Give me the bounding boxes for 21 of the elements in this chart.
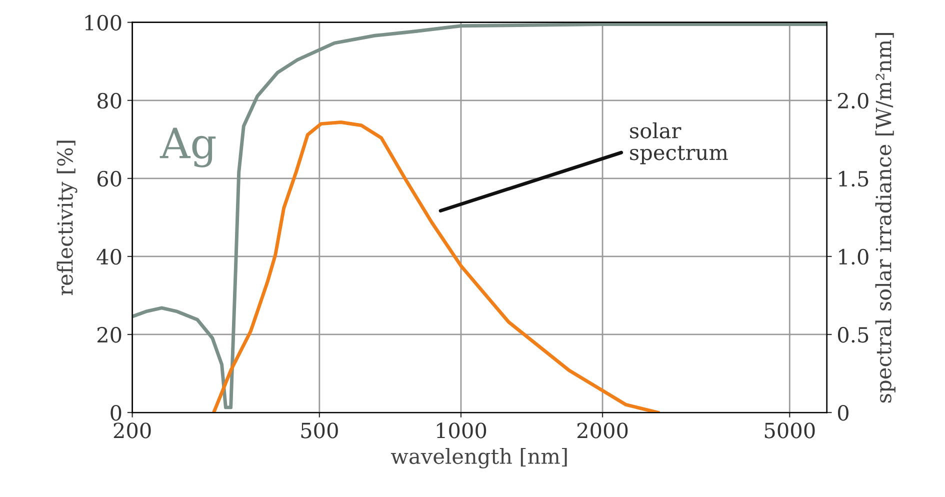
y-tick-label: 20 (97, 326, 122, 343)
y-tick-label: 60 (97, 170, 122, 187)
x-tick-label: 500 (301, 422, 338, 438)
series-label: Ag (160, 128, 216, 168)
y2-tick-label: 0 (838, 404, 848, 421)
x-tick-label: 5000 (764, 422, 815, 438)
y2-tick-label: 1.0 (839, 248, 868, 265)
y-tick-label: 80 (97, 92, 122, 109)
x-tick-label: 200 (114, 422, 151, 438)
x-axis-title: wavelength [nm] (390, 448, 567, 468)
y-axis-title: reflectivity [%] (56, 140, 78, 296)
y-tick-label: 100 (85, 14, 122, 31)
y-tick-label: 0 (110, 404, 122, 421)
x-tick-label: 1000 (437, 422, 486, 438)
x-tick-label: 2000 (577, 422, 628, 438)
y2-tick-label: 1.5 (839, 170, 868, 187)
y2-axis-title: spectral solar irradiance [W/m²nm] (875, 33, 896, 402)
annotation: solar spectrum (630, 122, 728, 164)
y2-tick-label: 0.5 (838, 326, 868, 343)
y-tick-label: 40 (96, 248, 122, 265)
y2-tick-label: 2.0 (838, 92, 868, 109)
